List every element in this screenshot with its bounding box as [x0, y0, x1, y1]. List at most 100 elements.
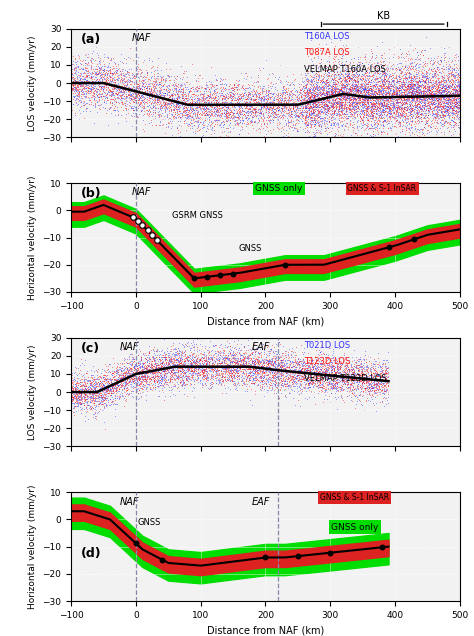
Point: [448, 93, 456, 103]
Point: [84, 65, 92, 75]
Point: [95, 78, 102, 88]
Point: [219, 97, 227, 107]
Point: [93, 85, 100, 95]
Point: [333, 88, 341, 98]
Point: [134, 88, 142, 99]
Point: [429, 71, 437, 81]
Point: [353, 86, 361, 96]
Point: [279, 365, 287, 375]
Point: [411, 79, 419, 89]
Point: [153, 370, 161, 380]
Point: [145, 83, 153, 93]
Point: [100, 365, 108, 375]
Point: [268, 99, 276, 109]
Point: [255, 352, 263, 362]
Point: [225, 366, 232, 377]
Point: [165, 356, 173, 366]
Point: [454, 113, 461, 123]
Point: [261, 95, 268, 106]
Point: [350, 104, 357, 114]
Point: [159, 74, 167, 85]
Point: [363, 73, 371, 83]
Point: [325, 92, 333, 102]
Point: [363, 375, 371, 385]
Point: [364, 134, 371, 144]
Point: [88, 378, 95, 388]
Point: [201, 333, 209, 343]
Point: [356, 59, 364, 69]
Point: [215, 96, 222, 106]
Point: [249, 374, 257, 384]
Point: [360, 85, 367, 95]
Point: [184, 363, 192, 373]
Point: [265, 106, 273, 116]
Point: [369, 90, 377, 100]
Point: [358, 97, 366, 107]
Point: [374, 378, 382, 388]
Point: [271, 107, 278, 117]
Point: [207, 104, 214, 114]
Point: [91, 76, 99, 86]
Point: [344, 368, 351, 378]
Point: [421, 100, 428, 111]
Point: [429, 92, 437, 102]
Point: [163, 366, 170, 376]
Point: [357, 86, 365, 96]
Point: [252, 107, 259, 117]
Point: [325, 102, 333, 112]
Point: [228, 98, 236, 108]
Point: [100, 73, 108, 83]
Point: [401, 111, 408, 121]
Point: [70, 398, 77, 408]
Point: [302, 111, 310, 121]
Point: [179, 351, 187, 361]
Point: [271, 72, 279, 82]
Point: [248, 367, 255, 377]
Point: [327, 87, 334, 97]
Point: [343, 86, 350, 97]
Point: [183, 103, 191, 113]
Text: (a): (a): [81, 33, 101, 46]
Point: [356, 375, 364, 385]
Point: [317, 359, 324, 370]
Point: [418, 66, 425, 76]
Point: [204, 375, 211, 385]
Point: [80, 389, 87, 399]
Point: [91, 386, 99, 396]
Point: [168, 354, 176, 364]
Point: [94, 389, 101, 399]
Point: [124, 368, 131, 378]
Point: [363, 99, 370, 109]
Point: [367, 53, 374, 63]
Point: [310, 370, 318, 380]
Point: [246, 101, 253, 111]
Point: [311, 102, 319, 112]
Point: [97, 382, 105, 392]
Point: [310, 90, 318, 100]
Point: [424, 96, 431, 106]
Point: [373, 73, 380, 83]
Point: [419, 90, 426, 100]
Point: [353, 375, 360, 385]
Point: [392, 71, 400, 81]
Point: [83, 398, 91, 408]
Point: [369, 110, 376, 120]
Point: [364, 85, 372, 95]
Point: [245, 366, 253, 377]
Point: [155, 378, 162, 388]
Point: [212, 348, 220, 358]
Point: [81, 389, 89, 399]
Point: [231, 354, 239, 364]
Point: [190, 99, 197, 109]
Point: [118, 85, 126, 95]
Point: [100, 370, 108, 380]
Point: [405, 62, 412, 72]
Point: [214, 106, 221, 116]
Point: [408, 103, 415, 113]
Point: [355, 366, 362, 376]
Point: [172, 99, 179, 109]
Point: [393, 95, 401, 105]
Point: [337, 53, 344, 63]
Point: [86, 375, 94, 385]
Point: [179, 368, 186, 378]
